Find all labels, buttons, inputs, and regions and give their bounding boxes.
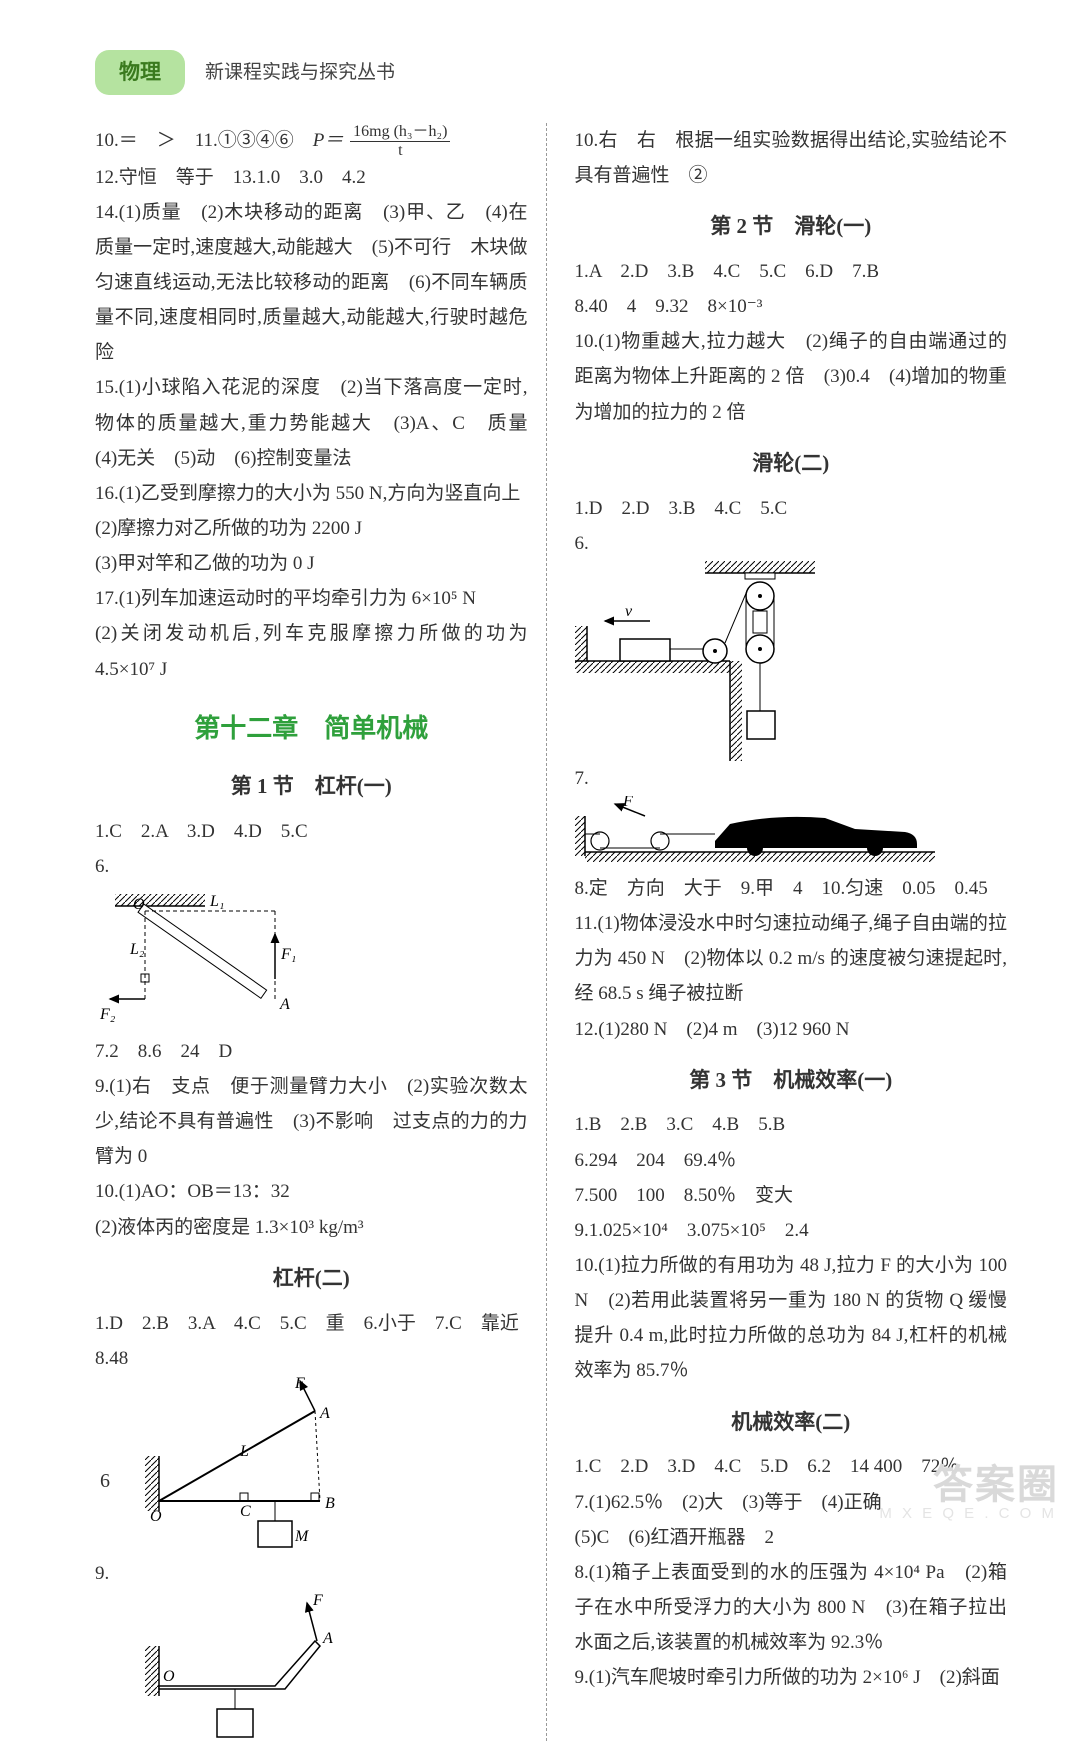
page-number: 6 <box>100 1463 110 1500</box>
answer-line: (3)甲对竿和乙做的功为 0 J <box>95 546 528 581</box>
svg-text:L₂: L₂ <box>129 941 145 958</box>
answer-line: 15.(1)小球陷入花泥的深度 (2)当下落高度一定时,物体的质量越大,重力势能… <box>95 370 528 475</box>
svg-text:M: M <box>294 1528 310 1545</box>
content-columns: 10.＝ ＞ 11.①③④⑥ P＝ 16mg (h₃－h₂) t 12.守恒 等… <box>95 123 1007 1741</box>
fraction: 16mg (h₃－h₂) t <box>350 123 450 159</box>
answer-line: 8.定 方向 大于 9.甲 4 10.匀速 0.05 0.45 <box>575 871 1008 906</box>
svg-text:O: O <box>163 1668 175 1685</box>
series-title: 新课程实践与探究丛书 <box>205 55 395 90</box>
svg-text:v: v <box>625 603 633 620</box>
svg-text:F₁: F₁ <box>280 946 296 963</box>
svg-text:F₂: F₂ <box>99 1006 116 1023</box>
answer-line: 1.C 2.A 3.D 4.D 5.C <box>95 814 528 849</box>
svg-text:F: F <box>622 796 633 810</box>
answer-line: (2)关闭发动机后,列车克服摩擦力所做的功为 4.5×10⁷ J <box>95 616 528 686</box>
car-pulley-diagram: F <box>575 796 935 871</box>
answer-line: 12.守恒 等于 13.1.0 3.0 4.2 <box>95 160 528 195</box>
answer-line: 7.2 8.6 24 D <box>95 1034 528 1069</box>
subject-badge: 物理 <box>95 50 185 95</box>
section-title: 第 3 节 机械效率(一) <box>575 1061 1008 1100</box>
svg-text:F: F <box>294 1376 305 1392</box>
section-title: 第 2 节 滑轮(一) <box>575 207 1008 246</box>
answer-line: 6.294 204 69.4％ <box>575 1143 1008 1178</box>
svg-text:O: O <box>133 896 145 913</box>
svg-text:A: A <box>322 1630 333 1647</box>
answer-line: 12.(1)280 N (2)4 m (3)12 960 N <box>575 1012 1008 1047</box>
lever-diagram-2: F A L C B O M <box>145 1376 395 1556</box>
answer-line: 8.(1)箱子上表面受到的水的压强为 4×10⁴ Pa (2)箱子在水中所受浮力… <box>575 1555 1008 1660</box>
section-title: 第 1 节 杠杆(一) <box>95 767 528 806</box>
answer-line: 8.40 4 9.32 8×10⁻³ <box>575 289 1008 324</box>
answer-line: 11.(1)物体浸没水中时匀速拉动绳子,绳子自由端的拉力为 450 N (2)物… <box>575 906 1008 1011</box>
svg-text:L: L <box>239 1443 249 1460</box>
answer-line: 1.A 2.D 3.B 4.C 5.C 6.D 7.B <box>575 254 1008 289</box>
svg-text:C: C <box>240 1503 251 1520</box>
answer-line: 6. <box>95 849 528 884</box>
section-title: 杠杆(二) <box>95 1259 528 1298</box>
chapter-title: 第十二章 简单机械 <box>95 705 528 753</box>
lever-diagram-3: F A O <box>145 1591 395 1741</box>
answer-line: 9.1.025×10⁴ 3.075×10⁵ 2.4 <box>575 1213 1008 1248</box>
section-title: 机械效率(二) <box>575 1403 1008 1442</box>
svg-text:A: A <box>319 1405 330 1422</box>
svg-text:L₁: L₁ <box>209 893 224 910</box>
answer-line: 9.(1)右 支点 便于测量臂力大小 (2)实验次数太少,结论不具有普遍性 (3… <box>95 1069 528 1174</box>
svg-text:A: A <box>279 996 290 1013</box>
section-title: 滑轮(二) <box>575 444 1008 483</box>
answer-line: (2)液体丙的密度是 1.3×10³ kg/m³ <box>95 1210 528 1245</box>
answer-line: 10.(1)物重越大,拉力越大 (2)绳子的自由端通过的距离为物体上升距离的 2… <box>575 324 1008 429</box>
answer-line: 9.(1)汽车爬坡时牵引力所做的功为 2×10⁶ J (2)斜面 <box>575 1660 1008 1695</box>
right-column: 10.右 右 根据一组实验数据得出结论,实验结论不具有普遍性 ② 第 2 节 滑… <box>575 123 1008 1741</box>
answer-line: 8.48 <box>95 1341 528 1376</box>
answer-line: 10.＝ ＞ 11.①③④⑥ P＝ 16mg (h₃－h₂) t <box>95 123 528 160</box>
answer-line: 7.500 100 8.50％ 变大 <box>575 1178 1008 1213</box>
answer-line: 1.D 2.D 3.B 4.C 5.C <box>575 491 1008 526</box>
left-column: 10.＝ ＞ 11.①③④⑥ P＝ 16mg (h₃－h₂) t 12.守恒 等… <box>95 123 547 1741</box>
answer-line: 1.C 2.D 3.D 4.C 5.D 6.2 14 400 72％ <box>575 1449 1008 1484</box>
answer-line: 17.(1)列车加速运动时的平均牵引力为 6×10⁵ N <box>95 581 528 616</box>
answer-line: 1.D 2.B 3.A 4.C 5.C 重 6.小于 7.C 靠近 <box>95 1306 528 1341</box>
answer-line: 10.右 右 根据一组实验数据得出结论,实验结论不具有普遍性 ② <box>575 123 1008 193</box>
answer-line: 6. <box>575 526 1008 561</box>
pulley-diagram-1: v <box>575 561 835 761</box>
answer-line: 14.(1)质量 (2)木块移动的距离 (3)甲、乙 (4)在质量一定时,速度越… <box>95 195 528 371</box>
svg-text:O: O <box>150 1508 162 1525</box>
svg-text:B: B <box>325 1495 335 1512</box>
watermark-url: M X E Q E . C O M <box>879 1500 1057 1528</box>
page-header: 物理 新课程实践与探究丛书 <box>95 50 1007 95</box>
answer-line: (2)摩擦力对乙所做的功为 2200 J <box>95 511 528 546</box>
lever-diagram-1: O L₁ L₂ F₁ F₂ A <box>95 884 325 1034</box>
answer-line: 1.B 2.B 3.C 4.B 5.B <box>575 1107 1008 1142</box>
svg-text:F: F <box>312 1592 323 1609</box>
answer-line: 10.(1)拉力所做的有用功为 48 J,拉力 F 的大小为 100 N (2)… <box>575 1248 1008 1389</box>
answer-line: 9. <box>95 1556 528 1591</box>
answer-line: 7. <box>575 761 1008 796</box>
answer-line: 16.(1)乙受到摩擦力的大小为 550 N,方向为竖直向上 <box>95 476 528 511</box>
answer-line: 10.(1)AO：OB＝13：32 <box>95 1174 528 1209</box>
